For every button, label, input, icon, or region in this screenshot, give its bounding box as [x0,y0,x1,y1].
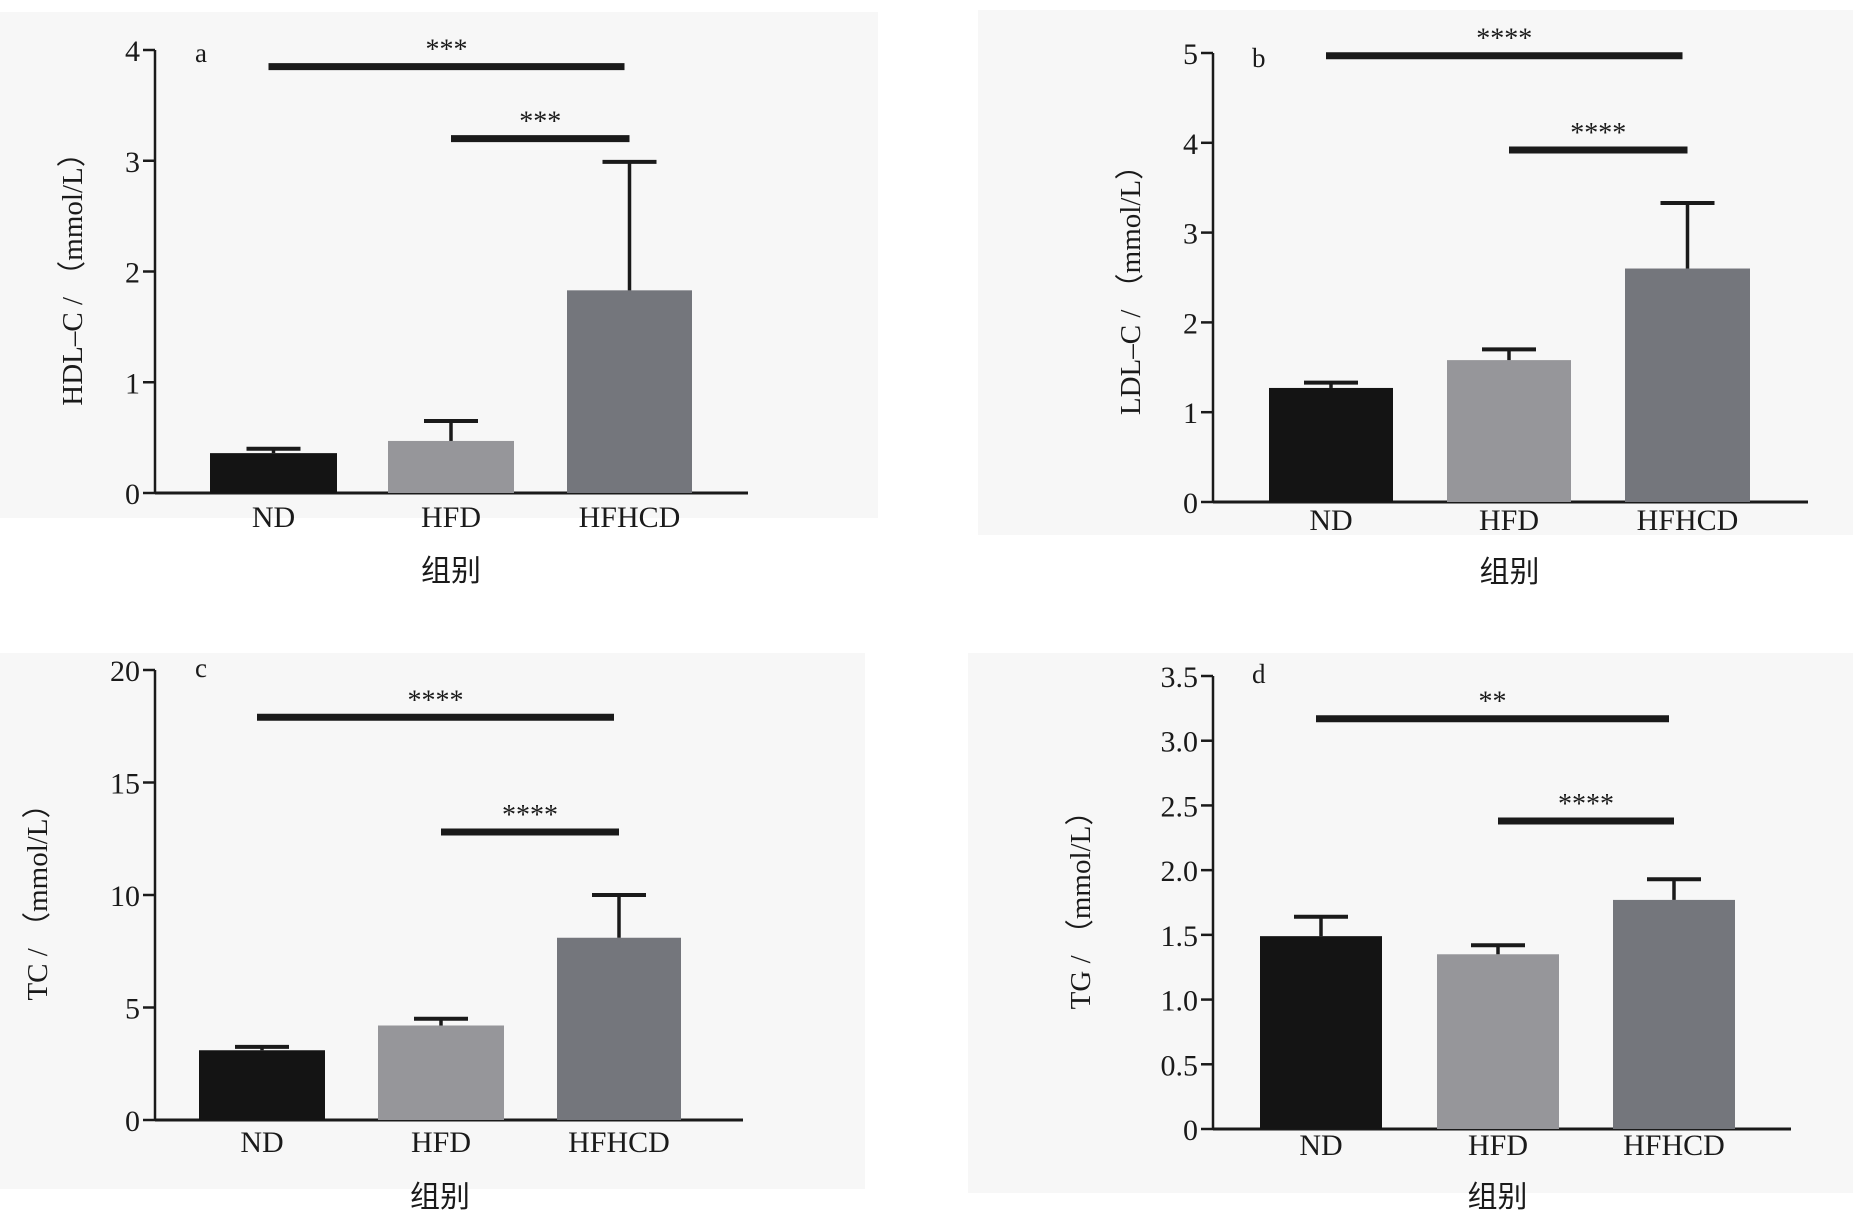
x-tick-label: HFD [421,501,481,534]
significance-label: ** [1479,687,1507,718]
y-tick-label: 20 [110,655,140,688]
chart-panel-d: d 0 0.5 1.0 1.5 2.0 2.5 3.0 3.5 TG / （mmol/L） ND HF… [968,653,1853,1215]
y-tick-label: 0 [125,1105,140,1138]
x-tick-label: HFD [1479,504,1539,537]
bar-hfd [1437,954,1559,1129]
y-tick-label: 2 [1183,307,1198,340]
significance-label: **** [1476,24,1532,55]
y-tick-label: 1.5 [1161,920,1199,953]
x-tick-label: HFHCD [1637,504,1739,537]
chart-panel-b: b 0 1 2 3 4 5 LDL–C / （mmol/L） ND HFD HFHCD 组别 **** *… [978,10,1853,590]
panel-label: a [195,38,207,68]
x-axis-label: 组别 [1480,555,1540,590]
y-tick-label: 4 [125,35,140,68]
bar-hfhcd [1613,899,1735,1129]
y-tick-label: 10 [110,880,140,913]
chart-panel-c: c 0 5 10 15 20 TC / （mmol/L） ND HFD HFHCD 组别 **** **… [0,653,865,1215]
bar-hfhcd [1625,268,1750,502]
x-tick-label: ND [252,501,295,534]
x-tick-label: HFHCD [568,1126,670,1159]
bar-hfd [1447,360,1571,502]
panel-label: c [195,653,207,683]
bar-hfd [378,1025,504,1120]
y-axis-label: TC / （mmol/L） [22,789,54,1000]
bar-nd [1260,936,1382,1129]
y-tick-label: 2 [125,257,140,290]
y-tick-label: 0 [125,478,140,511]
significance-label: *** [519,107,561,138]
y-tick-label: 1 [125,367,140,400]
chart-panel-a: a 0 1 2 3 4 HDL–C / （mmol/L） ND HFD HFHCD 组别 *** *** [0,12,878,589]
x-tick-label: HFD [1468,1129,1528,1162]
y-tick-label: 2.5 [1161,790,1199,823]
significance-label: **** [1558,789,1614,820]
y-tick-label: 3.0 [1161,726,1199,759]
x-tick-label: ND [1309,504,1352,537]
y-tick-label: 0 [1183,487,1198,520]
y-tick-label: 5 [1183,38,1198,71]
panel-label: b [1252,43,1266,73]
significance-label: **** [502,800,558,831]
x-axis-label: 组别 [410,1180,470,1215]
y-tick-label: 0 [1183,1114,1198,1147]
bar-nd [210,453,337,493]
x-tick-label: HFD [411,1126,471,1159]
x-tick-label: HFHCD [1623,1129,1725,1162]
y-tick-label: 15 [110,768,140,801]
significance-label: **** [1570,118,1626,149]
y-axis-label: TG / （mmol/L） [1065,797,1097,1010]
x-tick-label: ND [1299,1129,1342,1162]
bar-hfd [388,440,514,493]
bar-nd [199,1050,325,1120]
bar-hfhcd [567,290,692,493]
y-tick-label: 3.5 [1161,661,1199,694]
x-tick-label: ND [240,1126,283,1159]
y-axis-label: HDL–C / （mmol/L） [57,138,89,405]
significance-label: **** [408,685,464,716]
y-tick-label: 2.0 [1161,855,1199,888]
bar-hfhcd [557,937,681,1120]
y-tick-label: 4 [1183,128,1198,161]
y-tick-label: 5 [125,993,140,1026]
y-tick-label: 3 [1183,218,1198,251]
y-tick-label: 0.5 [1161,1049,1199,1082]
significance-label: *** [426,35,468,66]
y-axis-label: LDL–C / （mmol/L） [1115,151,1147,415]
y-tick-label: 1 [1183,397,1198,430]
x-axis-label: 组别 [421,554,481,589]
bar-nd [1269,387,1393,502]
panel-label: d [1252,659,1266,689]
y-tick-label: 3 [125,146,140,179]
x-axis-label: 组别 [1468,1180,1528,1215]
panel-background [0,12,878,518]
y-tick-label: 1.0 [1161,985,1199,1018]
x-tick-label: HFHCD [579,501,681,534]
